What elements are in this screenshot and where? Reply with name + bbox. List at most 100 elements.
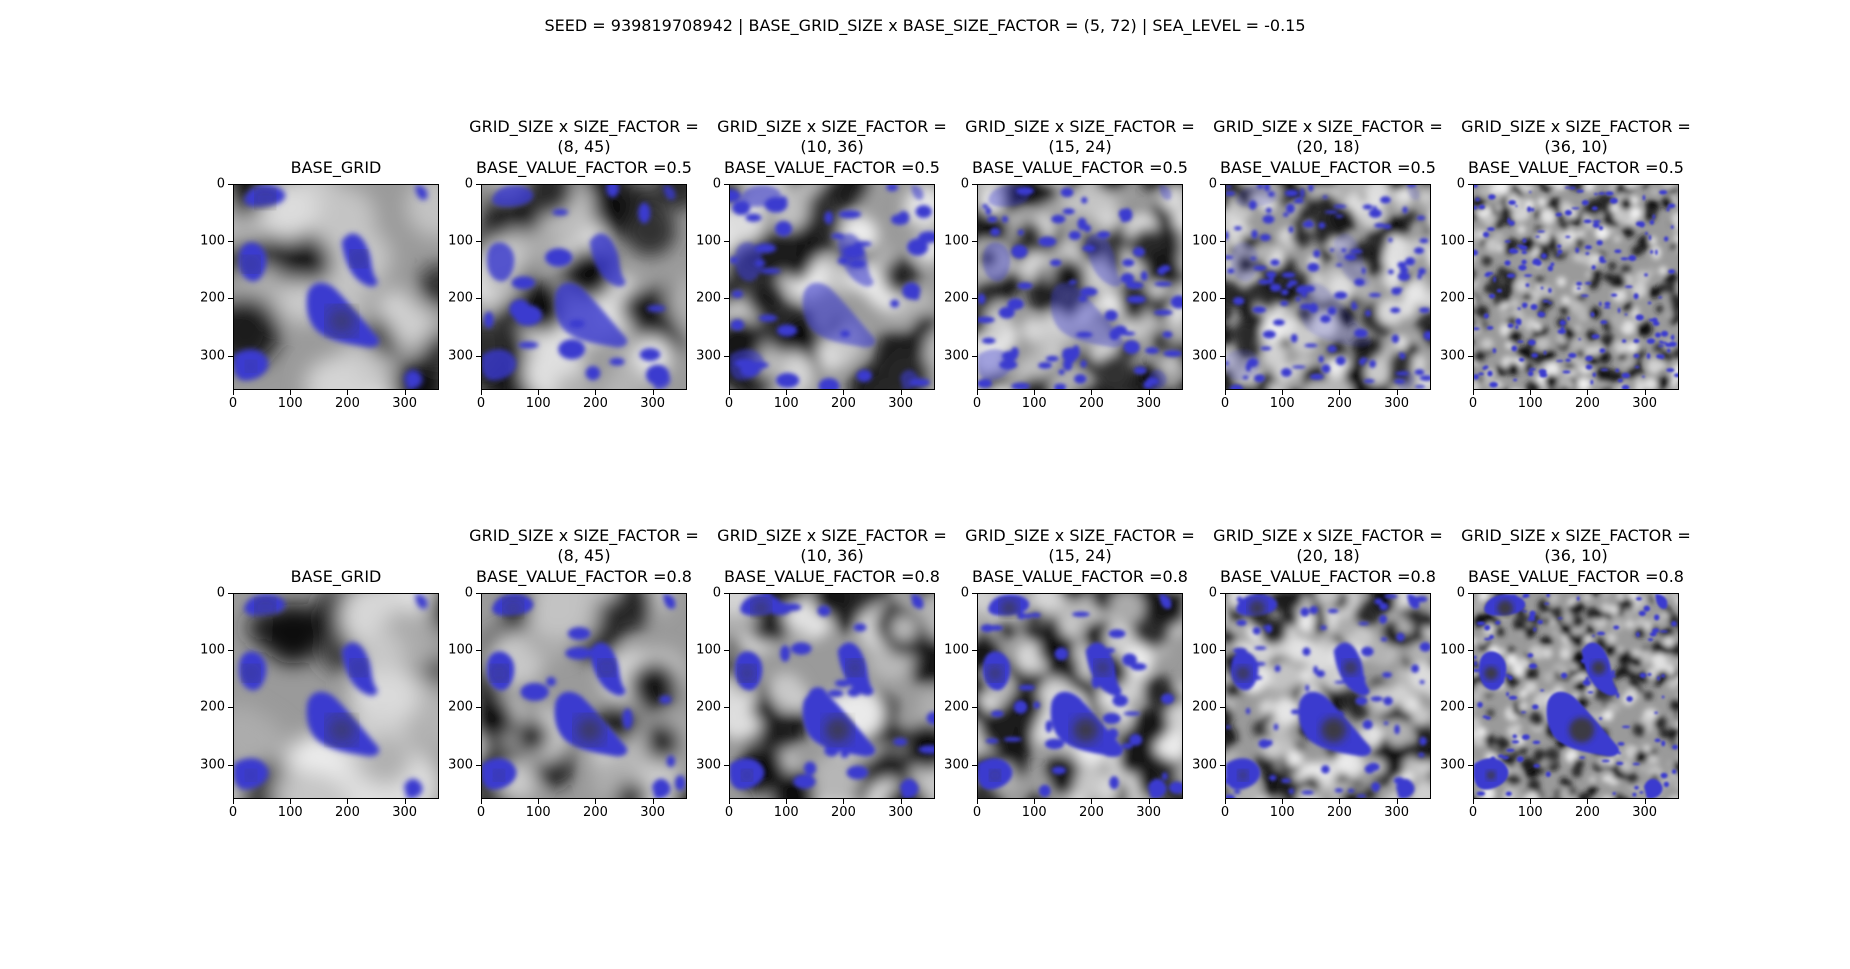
y-tick-label: 300 [944,348,969,364]
subplot-title: GRID_SIZE x SIZE_FACTOR = (10, 36) BASE_VA… [689,526,975,588]
subplot-title-line: BASE_VALUE_FACTOR =0.8 [476,566,692,586]
y-tick-mark [476,593,481,594]
subplot-title: GRID_SIZE x SIZE_FACTOR = (8, 45) BASE_VAL… [441,526,727,588]
x-tick-mark [347,799,349,804]
y-tick-mark [972,298,977,300]
x-tick-label: 100 [1021,805,1047,820]
y-tick-mark [1220,298,1225,300]
subplot-title-line: (15, 24) [1048,137,1112,156]
x-tick-label: 0 [972,805,982,820]
y-tick-label: 200 [200,699,225,715]
y-tick-mark [1220,241,1225,243]
x-tick-mark [1644,390,1646,395]
x-tick-label: 100 [773,396,799,411]
subplot-title-line: GRID_SIZE x SIZE_FACTOR = [1461,116,1691,136]
y-tick-label: 200 [448,290,473,306]
heatmap-svg [730,185,934,389]
y-tick-label: 200 [1440,290,1465,306]
x-tick-mark [843,390,845,395]
x-tick-label: 100 [525,805,551,820]
y-tick-label: 100 [200,642,225,658]
x-tick-mark [729,799,730,804]
x-tick-label: 0 [724,396,734,411]
subplot-title-line: GRID_SIZE x SIZE_FACTOR = [1461,525,1691,545]
x-tick-label: 200 [335,805,360,820]
subplot-title-line: BASE_GRID [290,158,382,177]
y-tick-label: 100 [1192,233,1217,249]
subplot-title-line: (20, 18) [1296,546,1360,565]
x-tick-mark [404,799,406,804]
y-tick-label: 100 [448,233,473,249]
subplot-title-line: GRID_SIZE x SIZE_FACTOR = [469,525,699,545]
y-tick-label: 300 [1192,348,1217,364]
subplot-title-line: (15, 24) [1048,546,1112,565]
heatmap-image [1473,593,1679,799]
y-tick-label: 300 [696,348,721,364]
y-tick-mark [1220,593,1225,594]
heatmap-svg [1226,594,1430,798]
x-tick-mark [481,799,482,804]
x-tick-label: 200 [1327,805,1352,820]
y-tick-label: 200 [944,699,969,715]
heatmap-image [729,593,935,799]
x-tick-label: 200 [1079,396,1104,411]
y-tick-mark [724,764,729,766]
y-tick-label: 100 [944,642,969,658]
x-tick-mark [1148,799,1150,804]
y-tick-mark [724,707,729,709]
y-tick-mark [476,650,481,652]
y-tick-label: 300 [944,757,969,773]
x-tick-label: 100 [1021,396,1047,411]
x-tick-mark [290,799,292,804]
y-tick-label: 300 [696,757,721,773]
heatmap-svg [1226,185,1430,389]
heatmap-svg [978,185,1182,389]
y-tick-label: 300 [200,757,225,773]
x-tick-label: 200 [583,396,608,411]
y-tick-mark [972,650,977,652]
x-tick-mark [290,390,292,395]
y-tick-mark [476,707,481,709]
y-tick-mark [476,764,481,766]
y-tick-label: 200 [696,290,721,306]
subplot-title-line: BASE_VALUE_FACTOR =0.8 [1468,566,1684,586]
subplot-title-line: BASE_VALUE_FACTOR =0.5 [1220,157,1436,177]
y-tick-mark [1468,298,1473,300]
x-tick-label: 200 [1575,396,1600,411]
y-tick-mark [228,298,233,300]
subplot-title-line: (8, 45) [557,546,611,565]
heatmap-image [729,184,935,390]
x-tick-mark [977,799,978,804]
y-tick-mark [1220,650,1225,652]
y-tick-label: 200 [200,290,225,306]
subplot-title-line: GRID_SIZE x SIZE_FACTOR = [1213,525,1443,545]
y-tick-label: 0 [712,176,721,192]
heatmap-svg [482,185,686,389]
y-tick-label: 0 [712,585,721,601]
x-tick-mark [1225,390,1226,395]
x-tick-label: 300 [1384,396,1410,411]
x-tick-label: 200 [831,805,856,820]
heatmap-image [1473,184,1679,390]
heatmap-svg [234,185,438,389]
y-tick-label: 200 [448,699,473,715]
x-tick-label: 300 [1384,805,1410,820]
x-tick-mark [977,390,978,395]
y-tick-mark [1220,764,1225,766]
y-tick-mark [228,650,233,652]
x-tick-label: 0 [476,396,486,411]
x-tick-label: 300 [888,805,914,820]
x-tick-mark [843,799,845,804]
heatmap-image [481,184,687,390]
y-tick-mark [1220,184,1225,185]
x-tick-label: 200 [1327,396,1352,411]
subplot-title-line: BASE_VALUE_FACTOR =0.8 [724,566,940,586]
x-tick-label: 0 [724,805,734,820]
y-tick-mark [228,593,233,594]
x-tick-mark [1396,390,1398,395]
y-tick-mark [1468,355,1473,357]
y-tick-mark [1468,650,1473,652]
y-tick-mark [476,355,481,357]
x-tick-mark [1530,390,1532,395]
heatmap-svg [978,594,1182,798]
